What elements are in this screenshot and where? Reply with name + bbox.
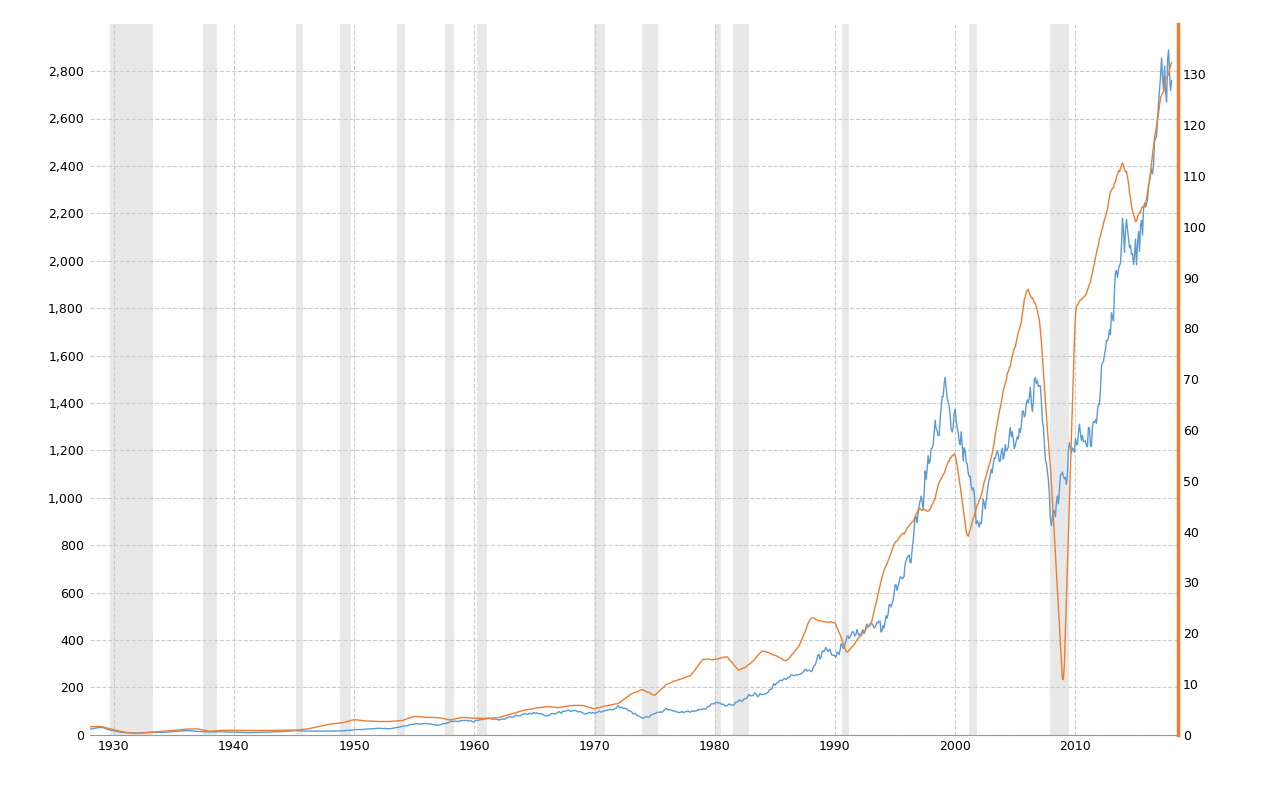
- Bar: [202, 24, 216, 735]
- Bar: [1051, 24, 1069, 735]
- Bar: [732, 24, 749, 735]
- Bar: [296, 24, 303, 735]
- Bar: [594, 24, 604, 735]
- Bar: [477, 24, 488, 735]
- Bar: [842, 24, 849, 735]
- Bar: [340, 24, 351, 735]
- Bar: [110, 24, 152, 735]
- Bar: [445, 24, 454, 735]
- Bar: [397, 24, 406, 735]
- Bar: [714, 24, 721, 735]
- Bar: [969, 24, 977, 735]
- Bar: [641, 24, 658, 735]
